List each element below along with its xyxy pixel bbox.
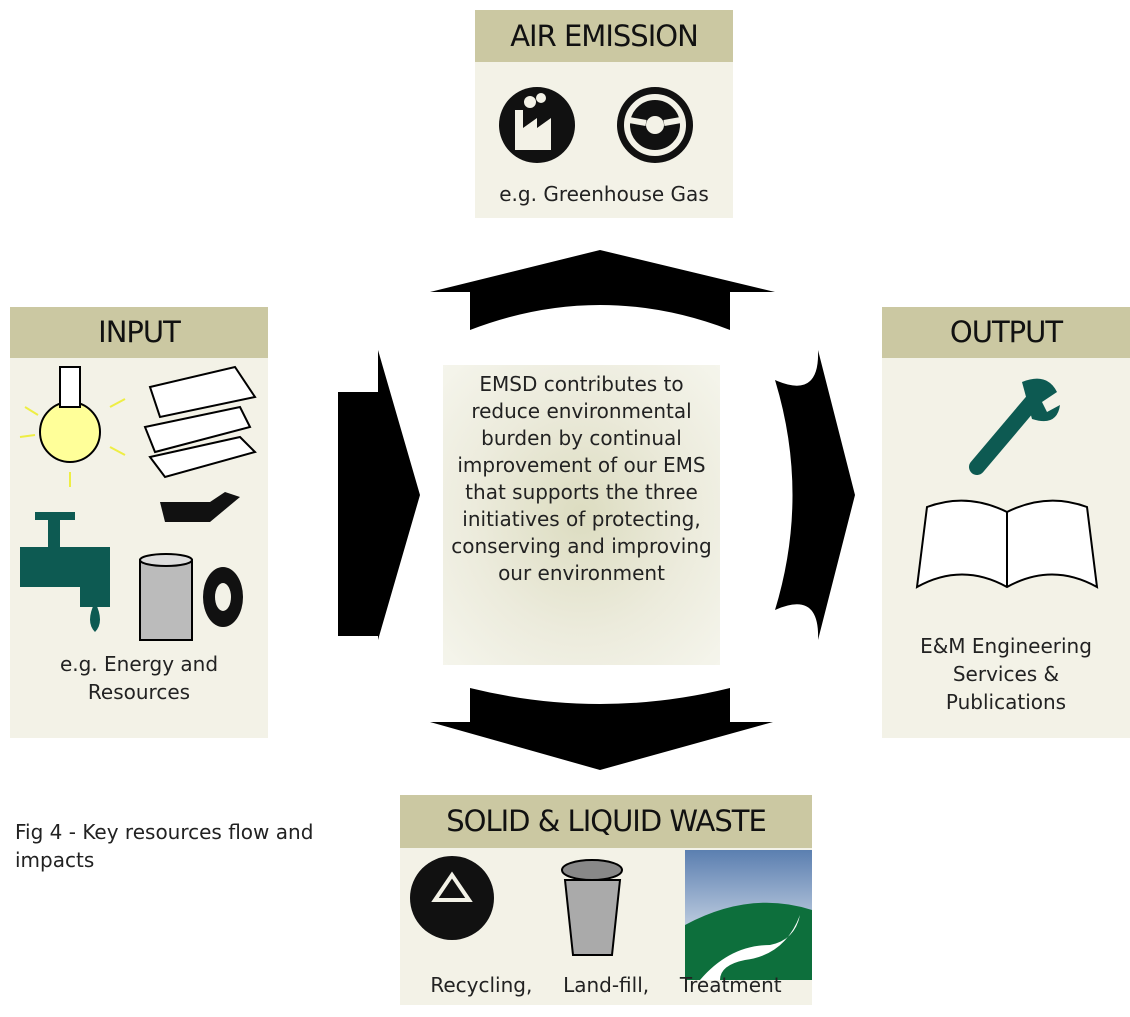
input-box: INPUT e.g. Energy and Resources — [10, 307, 268, 738]
air-emission-box: AIR EMISSION e.g. Greenhouse Gas — [475, 10, 733, 218]
arrow-up — [430, 250, 775, 330]
center-text: EMSD contributes to reduce environmental… — [443, 365, 720, 665]
box-caption: e.g. Greenhouse Gas — [475, 180, 733, 208]
arrow-right — [775, 350, 855, 640]
diagram: AIR EMISSION e.g. Greenhouse Gas INPUT e… — [0, 0, 1130, 1017]
figure-caption: Fig 4 - Key resources flow and impacts — [15, 818, 335, 874]
box-caption: E&M Engineering Services & Publications — [882, 632, 1130, 716]
waste-items: Recycling, Land-fill, Treatment — [400, 971, 812, 999]
item-label: Recycling, — [430, 971, 532, 999]
arrow-left — [338, 350, 420, 640]
box-caption: e.g. Energy and Resources — [10, 650, 268, 706]
arrow-down — [430, 688, 773, 770]
waste-box: SOLID & LIQUID WASTE Recycling, Land-fil… — [400, 795, 812, 1005]
item-label: Treatment — [680, 971, 782, 999]
item-label: Land-fill, — [563, 971, 649, 999]
output-box: OUTPUT E&M Engineering Services & Public… — [882, 307, 1130, 738]
